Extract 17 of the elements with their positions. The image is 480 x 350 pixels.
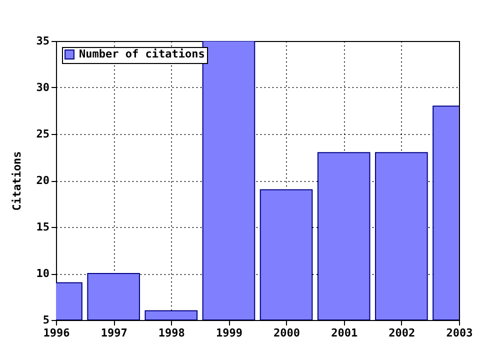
x-tick-label: 1996 [43, 326, 70, 340]
y-tick-label: 20 [36, 174, 50, 187]
x-tick-label: 1999 [216, 326, 242, 340]
x-tick-label: 1998 [158, 326, 185, 340]
y-tick-label: 5 [42, 314, 50, 326]
x-tick-label: 2000 [274, 326, 300, 340]
y-tick-label: 10 [36, 267, 50, 280]
x-tick-label: 2003 [446, 326, 473, 340]
y-tick-label: 30 [36, 81, 50, 94]
y-axis-title: Citations [10, 151, 24, 211]
legend-label: Number of citations [79, 48, 205, 60]
y-tick-label: 15 [36, 220, 50, 234]
x-tick-label: 1997 [100, 326, 128, 340]
x-tick-label: 2001 [331, 326, 358, 340]
x-tick-label: 2002 [388, 326, 416, 340]
y-tick-label: 25 [36, 128, 50, 140]
y-tick-label: 35 [36, 34, 50, 48]
